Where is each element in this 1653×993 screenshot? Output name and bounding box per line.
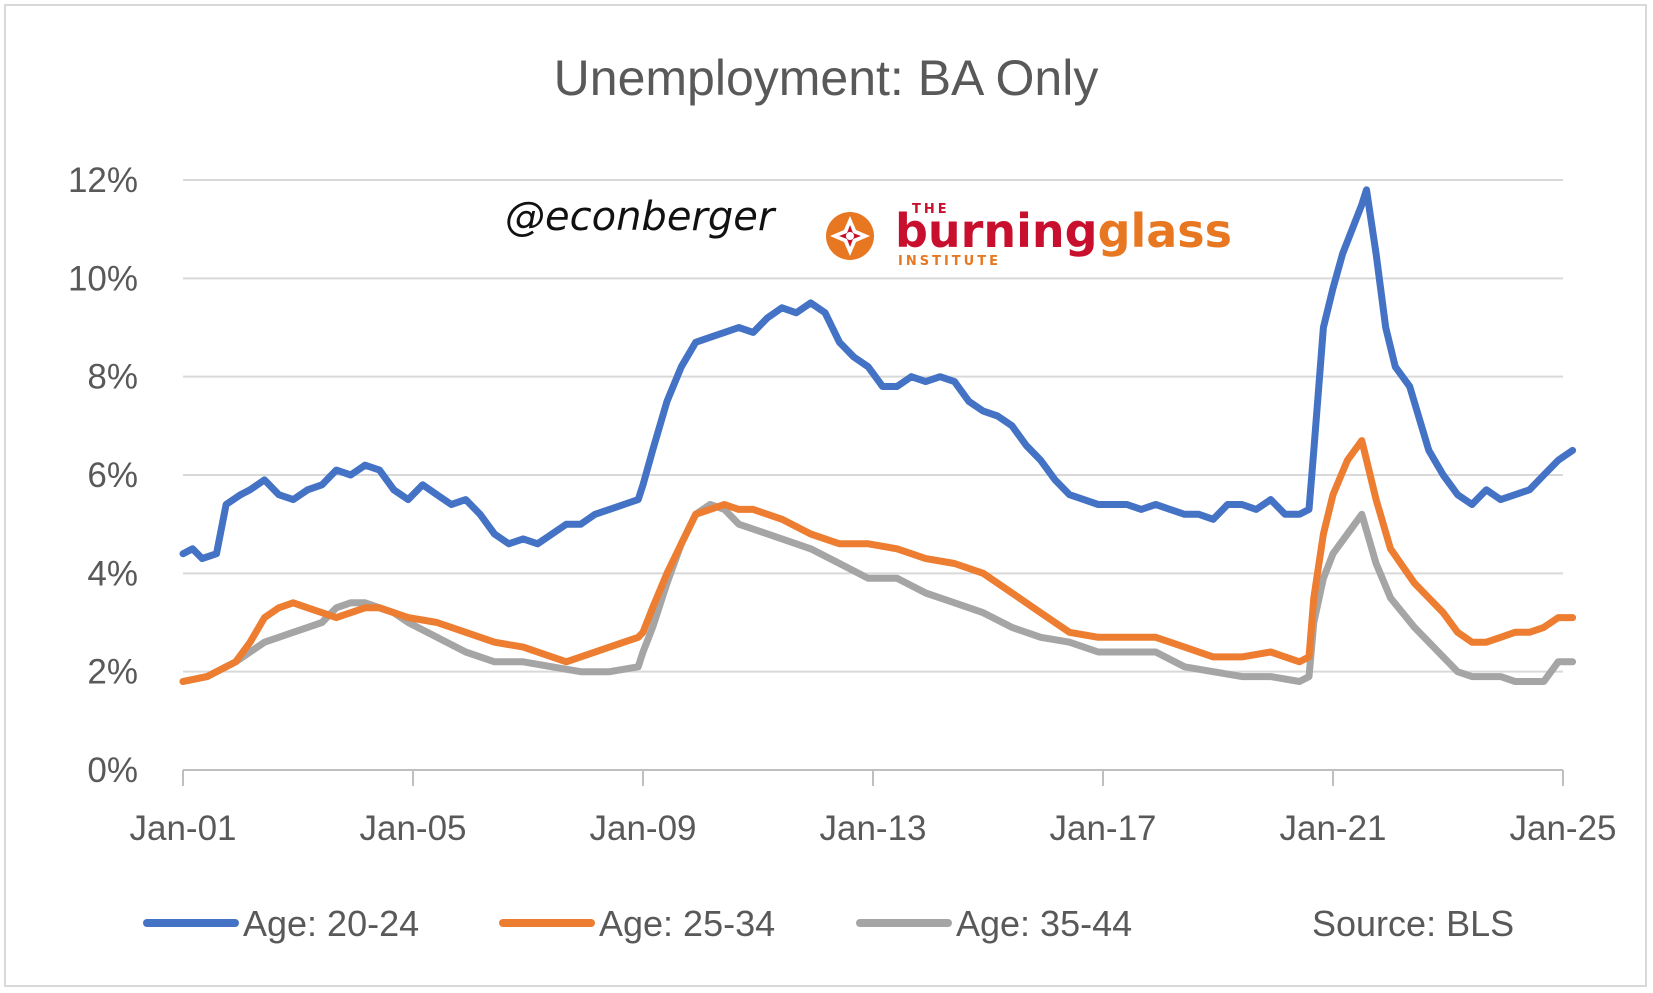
x-tick-label: Jan-13 — [819, 809, 926, 848]
series-line — [179, 437, 1577, 685]
y-tick-label: 0% — [87, 751, 138, 790]
y-tick-label: 2% — [87, 653, 138, 692]
y-tick-label: 4% — [87, 554, 138, 593]
legend-label: Age: 35-44 — [956, 903, 1132, 944]
logo-word-burning: burningglass — [895, 204, 1232, 258]
legend-item: Age: 35-44 — [856, 903, 1132, 944]
legend-label: Age: 20-24 — [243, 903, 419, 944]
author-handle: @econberger — [505, 194, 777, 240]
legend-item: Age: 20-24 — [143, 903, 419, 944]
logo-word-1: burning — [895, 204, 1098, 258]
x-tick-label: Jan-05 — [359, 809, 466, 848]
y-tick-label: 6% — [87, 456, 138, 495]
chart-title: Unemployment: BA Only — [554, 50, 1099, 106]
x-tick-label: Jan-25 — [1509, 809, 1616, 848]
x-tick-label: Jan-21 — [1279, 809, 1386, 848]
source-note: Source: BLS — [1312, 903, 1514, 944]
burning-glass-logo: THE burningglass INSTITUTE — [826, 202, 1232, 269]
gridlines — [183, 179, 1563, 673]
axes — [182, 769, 1564, 786]
legend: Age: 20-24 Age: 25-34 Age: 35-44 — [143, 903, 1132, 944]
logo-suffix: INSTITUTE — [898, 254, 1001, 269]
x-tick-label: Jan-09 — [589, 809, 696, 848]
logo-word-2: glass — [1098, 204, 1233, 258]
x-tick-labels: Jan-01 Jan-05 Jan-09 Jan-13 Jan-17 Jan-21 Jan-… — [129, 809, 1616, 848]
series-line — [179, 186, 1577, 563]
chart-frame — [4, 4, 1647, 987]
logo-prefix: THE — [912, 202, 950, 217]
sun-icon — [826, 212, 874, 260]
y-tick-labels: 0% 2% 4% 6% 8% 10% 12% — [68, 161, 138, 790]
legend-label: Age: 25-34 — [599, 903, 775, 944]
y-tick-label: 8% — [87, 358, 138, 397]
y-tick-label: 10% — [68, 259, 138, 298]
x-tick-label: Jan-01 — [129, 809, 236, 848]
x-tick-label: Jan-17 — [1049, 809, 1156, 848]
series-line — [179, 501, 1577, 685]
legend-item: Age: 25-34 — [499, 903, 775, 944]
series-lines — [179, 186, 1577, 685]
y-tick-label: 12% — [68, 161, 138, 200]
